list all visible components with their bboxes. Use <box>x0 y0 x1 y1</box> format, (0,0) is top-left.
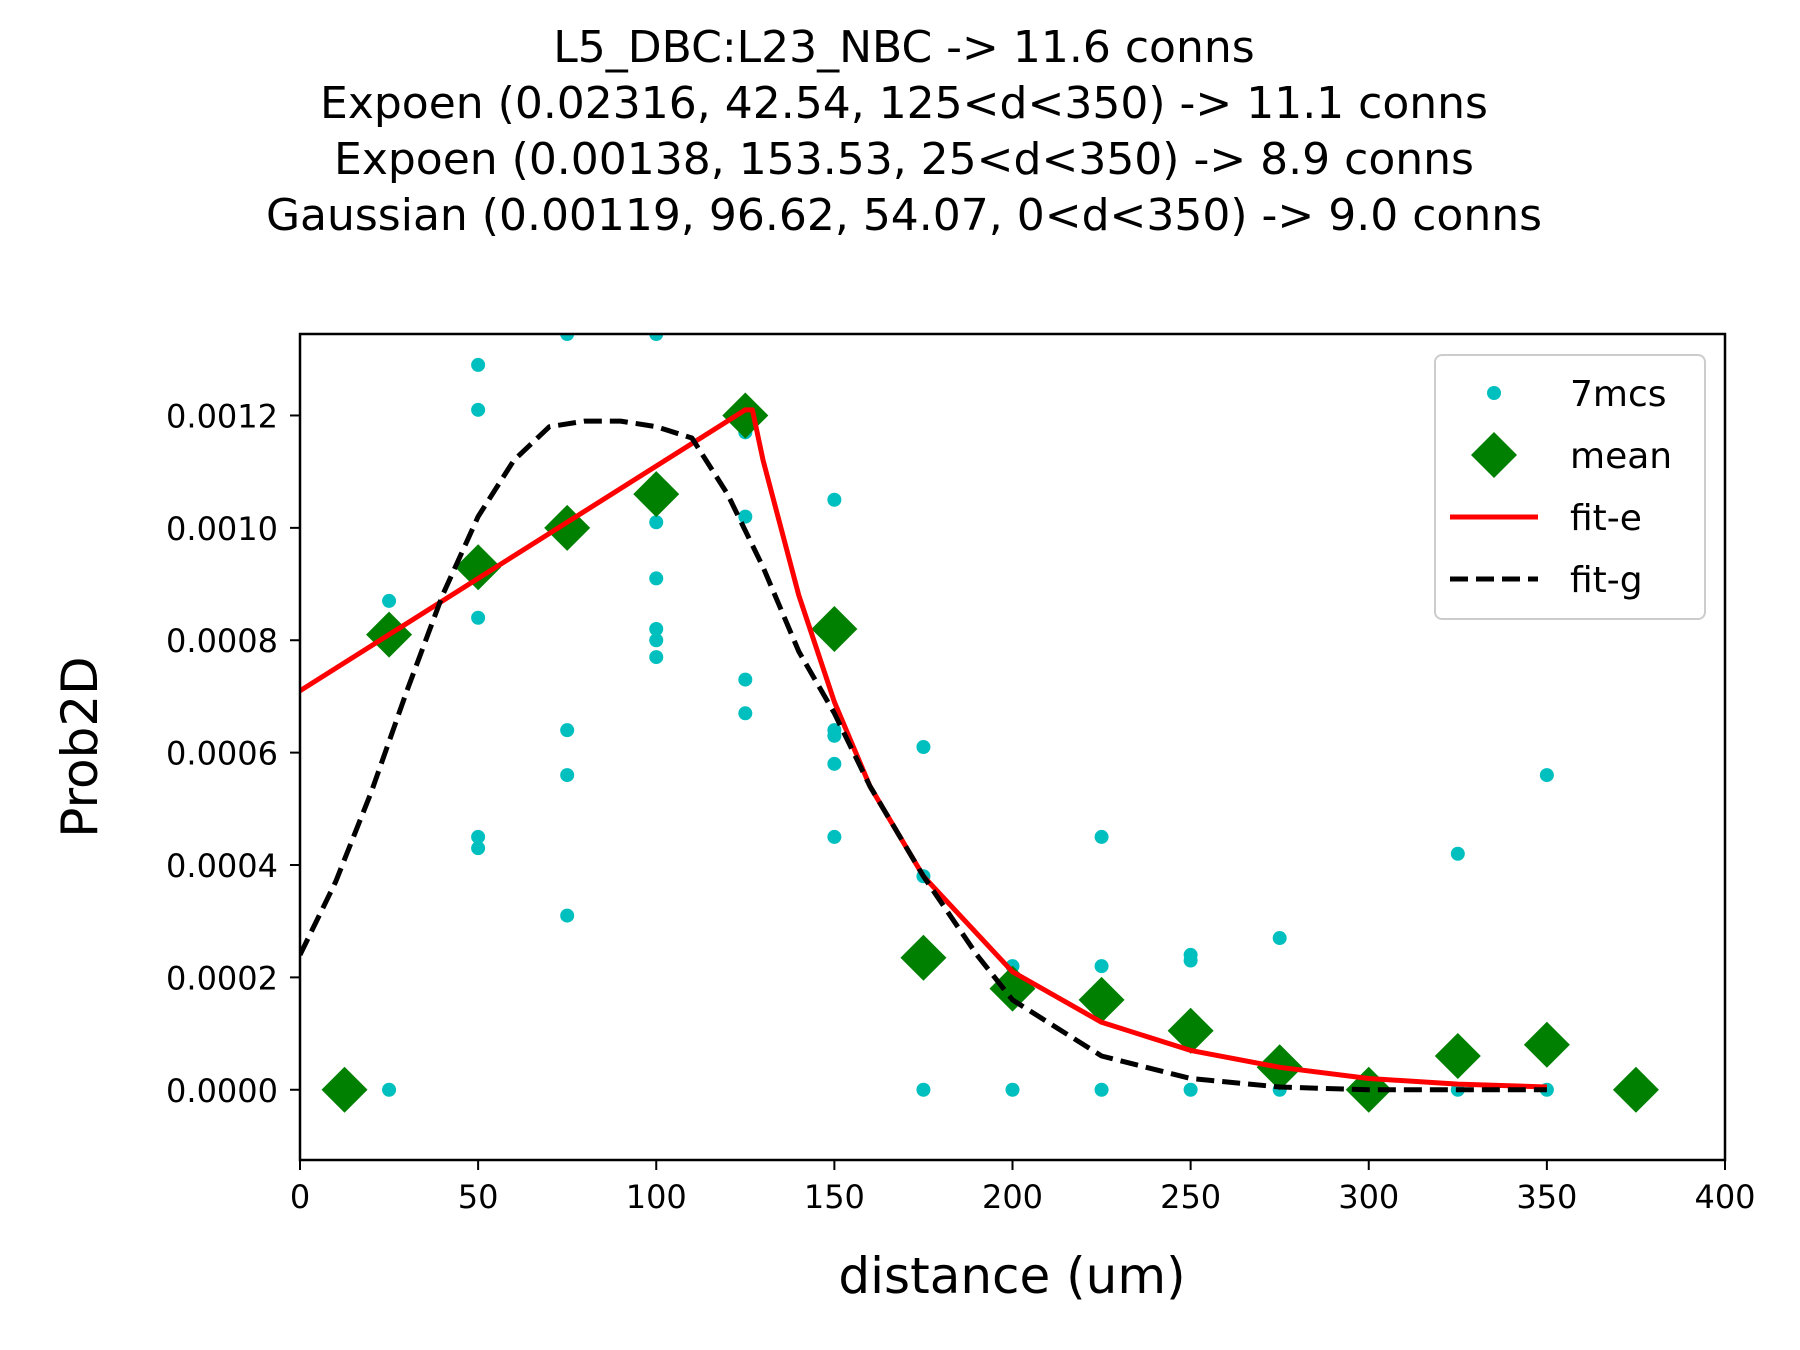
data-point-7mcs <box>1272 931 1287 946</box>
data-point-7mcs <box>827 829 842 844</box>
x-tick-label: 350 <box>1516 1178 1577 1216</box>
data-point-7mcs <box>1094 959 1109 974</box>
data-point-mean <box>1078 976 1125 1023</box>
chart-title-line-1: L5_DBC:L23_NBC -> 11.6 conns <box>553 22 1254 73</box>
data-point-7mcs <box>649 633 664 648</box>
data-point-7mcs <box>649 571 664 586</box>
data-point-7mcs <box>649 622 664 636</box>
y-tick-label: 0.0012 <box>166 397 278 435</box>
x-tick-label: 400 <box>1694 1178 1755 1216</box>
data-point-7mcs <box>560 334 575 341</box>
data-point-7mcs <box>1183 1082 1198 1097</box>
data-point-7mcs <box>471 610 486 625</box>
legend-box <box>1434 354 1706 620</box>
x-tick-label: 50 <box>458 1178 499 1216</box>
x-tick-label: 150 <box>804 1178 865 1216</box>
legend-label-fit-e: fit-e <box>1570 498 1642 539</box>
data-point-7mcs <box>471 829 486 844</box>
legend: 7mcs mean fit-e fit-g <box>1434 354 1706 620</box>
data-point-7mcs <box>1094 829 1109 844</box>
legend-label-mean: mean <box>1570 436 1672 477</box>
chart-title-line-4: Gaussian (0.00119, 96.62, 54.07, 0<d<350… <box>266 190 1542 241</box>
data-point-7mcs <box>471 402 486 417</box>
x-tick-label: 200 <box>982 1178 1043 1216</box>
data-point-mean <box>1612 1066 1659 1113</box>
data-point-7mcs <box>738 672 753 687</box>
data-point-7mcs <box>560 723 575 738</box>
data-point-7mcs <box>827 728 842 743</box>
data-point-7mcs <box>649 650 664 665</box>
x-tick-label: 250 <box>1160 1178 1221 1216</box>
x-tick-label: 0 <box>290 1178 310 1216</box>
y-tick-label: 0.0010 <box>166 510 278 548</box>
legend-label-7mcs: 7mcs <box>1570 374 1667 415</box>
chart-title: L5_DBC:L23_NBC -> 11.6 conns Expoen (0.0… <box>266 22 1542 241</box>
data-point-7mcs <box>738 706 753 721</box>
data-point-7mcs <box>1539 768 1554 783</box>
data-point-mean <box>811 606 858 652</box>
data-point-7mcs <box>827 492 842 507</box>
legend-marker-7mcs <box>1487 386 1501 400</box>
data-point-7mcs <box>649 334 664 341</box>
data-point-7mcs <box>560 908 575 923</box>
data-point-mean <box>633 471 680 518</box>
data-point-7mcs <box>827 756 842 771</box>
y-tick-label: 0.0002 <box>166 959 278 997</box>
data-point-7mcs <box>738 509 753 524</box>
y-axis-label: Prob2D <box>51 656 109 837</box>
y-tick-label: 0.0004 <box>166 847 278 885</box>
chart-title-line-3: Expoen (0.00138, 153.53, 25<d<350) -> 8.… <box>334 134 1474 185</box>
data-point-mean <box>321 1066 368 1113</box>
data-point-7mcs <box>471 841 486 856</box>
data-point-7mcs <box>382 593 397 608</box>
chart-title-line-2: Expoen (0.02316, 42.54, 125<d<350) -> 11… <box>320 78 1488 129</box>
data-point-mean <box>544 504 591 551</box>
y-tick-label: 0.0006 <box>166 735 278 773</box>
x-tick-label: 100 <box>626 1178 687 1216</box>
legend-marker-mean <box>1471 432 1517 478</box>
data-point-7mcs <box>1183 953 1198 968</box>
legend-label-fit-g: fit-g <box>1570 560 1643 601</box>
x-tick-label: 300 <box>1338 1178 1399 1216</box>
data-point-7mcs <box>1094 1082 1109 1097</box>
data-point-7mcs <box>649 515 664 530</box>
data-point-mean <box>1434 1033 1481 1080</box>
data-point-mean <box>1523 1021 1570 1068</box>
x-axis: 0 50 100 150 200 250 300 350 400 <box>290 1160 1756 1216</box>
data-point-7mcs <box>471 357 486 372</box>
data-point-7mcs <box>916 1082 931 1097</box>
data-point-7mcs <box>560 768 575 783</box>
data-point-mean <box>900 934 947 981</box>
x-axis-label: distance (um) <box>838 1247 1185 1305</box>
y-axis: 0.0000 0.0002 0.0004 0.0006 0.0008 0.0010 0.00… <box>166 397 300 1110</box>
data-point-7mcs <box>916 740 931 754</box>
plot-area <box>300 334 1659 1113</box>
y-tick-label: 0.0008 <box>166 622 278 660</box>
data-point-mean <box>1167 1007 1214 1054</box>
series-line-fit-g <box>300 418 1547 1093</box>
data-point-7mcs <box>1450 846 1465 861</box>
y-tick-label: 0.0000 <box>166 1072 278 1110</box>
data-point-mean <box>455 544 502 591</box>
data-point-7mcs <box>382 1082 397 1097</box>
data-point-7mcs <box>1005 1082 1020 1097</box>
